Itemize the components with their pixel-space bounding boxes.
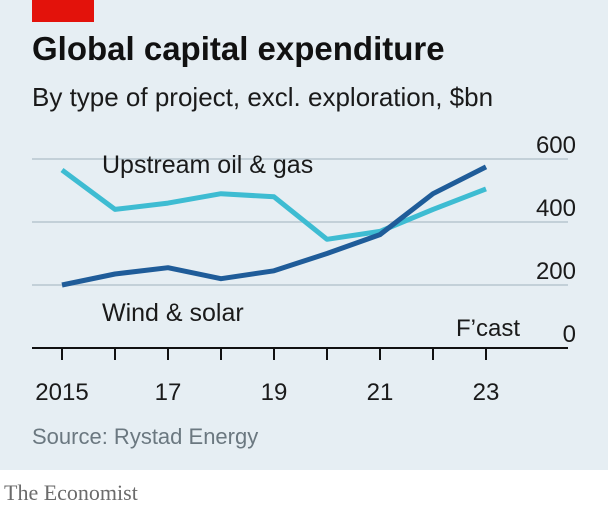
x-axis: 2015 17 19 21 23 [32, 347, 568, 406]
y-tick-label-600: 600 [536, 132, 576, 159]
chart-plot: 0 200 400 600 2015 17 19 21 23 Upstream oil & g… [32, 132, 576, 406]
x-tick-label-2015: 2015 [35, 379, 88, 406]
x-tick-label-17: 17 [155, 379, 182, 406]
series-line-upstream-oil-gas [60, 167, 487, 242]
y-tick-label-200: 200 [536, 258, 576, 285]
grid-lines [32, 158, 568, 286]
brand-red-tag [32, 0, 94, 22]
forecast-label: F’cast [456, 315, 520, 342]
x-tick-label-21: 21 [367, 379, 394, 406]
series-label-wind-solar: Wind & solar [102, 299, 244, 327]
chart-title: Global capital expenditure [32, 30, 445, 67]
series-lines [60, 164, 488, 288]
x-tick-label-19: 19 [261, 379, 288, 406]
chart-panel [0, 0, 608, 470]
y-tick-label-0: 0 [563, 321, 576, 348]
x-tick-label-23: 23 [473, 379, 500, 406]
publisher-logo: The Economist [4, 480, 138, 505]
series-line-wind-solar [61, 164, 488, 288]
series-label-upstream-oil-gas: Upstream oil & gas [102, 151, 313, 179]
source-note: Source: Rystad Energy [32, 424, 259, 449]
chart-subtitle: By type of project, excl. exploration, $… [32, 82, 494, 112]
y-tick-labels: 0 200 400 600 [536, 132, 576, 348]
series-labels: Upstream oil & gas Wind & solar F’cast [102, 151, 520, 342]
y-tick-label-400: 400 [536, 195, 576, 222]
